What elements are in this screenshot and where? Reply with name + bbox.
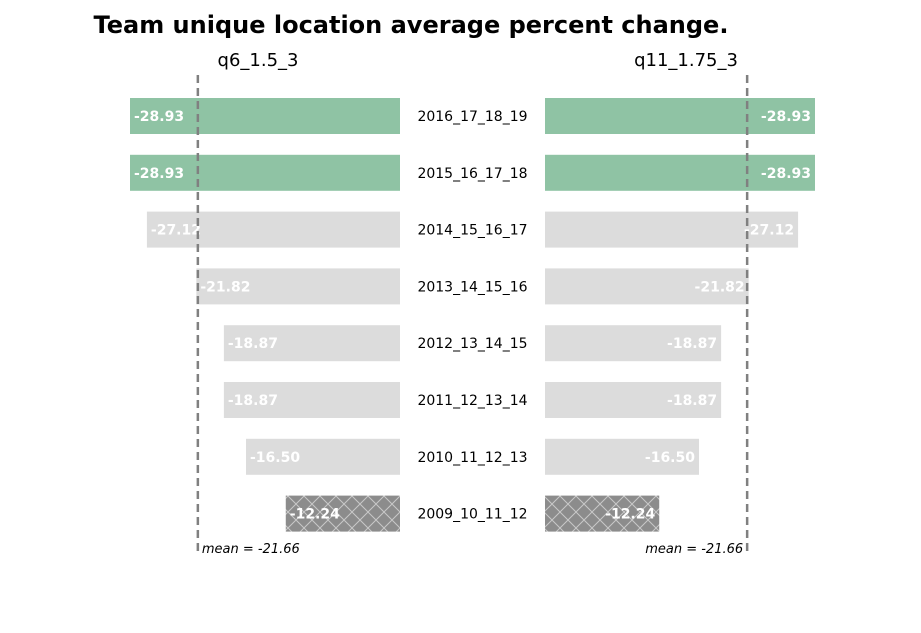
right-bar-value-label: -18.87	[667, 393, 717, 409]
left-bar-value-label: -16.50	[250, 450, 300, 466]
category-label: 2015_16_17_18	[417, 166, 527, 182]
right-bar	[545, 211, 799, 248]
right-bar	[545, 382, 722, 418]
left-bar	[130, 98, 400, 134]
chart-title: Team unique location average percent cha…	[94, 11, 729, 39]
right-bar	[545, 154, 815, 191]
left-bar	[223, 382, 400, 418]
right-bar	[545, 495, 660, 532]
left-bar-value-label: -28.93	[134, 166, 184, 182]
category-label: 2010_11_12_13	[417, 450, 527, 466]
right-bar-value-label: -18.87	[667, 336, 717, 352]
category-label: 2014_15_16_17	[417, 223, 527, 239]
right-bar-value-label: -28.93	[761, 109, 811, 125]
bars-layer	[130, 98, 815, 532]
right-bar	[545, 325, 722, 362]
right-mean-label: mean = -21.66	[645, 542, 743, 557]
left-bar	[146, 211, 400, 248]
category-label: 2013_14_15_16	[417, 279, 527, 295]
left-bar	[246, 438, 400, 475]
labels-layer: -28.93 -28.93 2016_17_18_19 -28.93 -28.93 201…	[134, 109, 811, 523]
left-bar	[130, 154, 400, 191]
right-bar	[545, 98, 815, 134]
category-label: 2009_10_11_12	[417, 507, 527, 523]
right-bar-value-label: -28.93	[761, 166, 811, 182]
mean-layer: mean = -21.66 mean = -21.66	[196, 75, 749, 557]
right-bar-value-label: -16.50	[645, 450, 695, 466]
category-label: 2012_13_14_15	[417, 336, 527, 352]
left-panel-title: q6_1.5_3	[218, 50, 299, 71]
right-bar	[545, 268, 749, 305]
right-panel-title: q11_1.75_3	[634, 50, 738, 71]
left-bar-value-label: -12.24	[290, 507, 340, 523]
left-bar-value-label: -21.82	[200, 279, 250, 295]
left-bar-value-label: -18.87	[228, 336, 278, 352]
right-bar-value-label: -21.82	[695, 279, 745, 295]
left-bar	[223, 325, 400, 362]
left-bar	[285, 495, 400, 532]
right-bar	[545, 438, 699, 475]
left-bar-value-label: -27.12	[151, 223, 201, 239]
left-bar-value-label: -28.93	[134, 109, 184, 125]
left-bar-value-label: -18.87	[228, 393, 278, 409]
left-bar	[196, 268, 400, 305]
category-label: 2011_12_13_14	[417, 393, 527, 409]
left-mean-label: mean = -21.66	[202, 542, 300, 557]
right-bar-value-label: -12.24	[605, 507, 655, 523]
category-label: 2016_17_18_19	[417, 109, 527, 125]
right-bar-value-label: -27.12	[744, 223, 794, 239]
